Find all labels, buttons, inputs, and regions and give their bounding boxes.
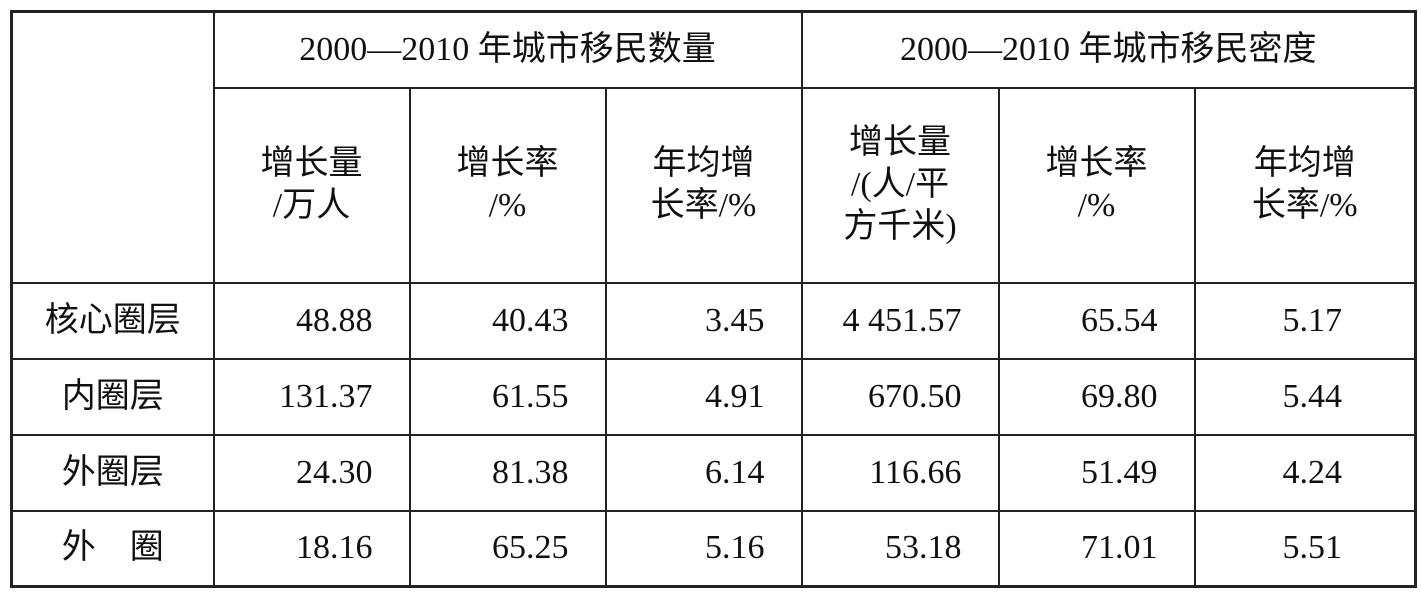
cell-value: 5.44 xyxy=(1193,357,1417,436)
row-label: 外 圈 xyxy=(10,509,215,588)
subheader: 增长量 /(人/平方千米) xyxy=(800,86,1000,284)
subheader-line: /万人 xyxy=(272,187,351,224)
row-label: 内圈层 xyxy=(10,357,215,436)
cell-value: 69.80 xyxy=(997,357,1196,436)
cell-value: 18.16 xyxy=(212,509,411,588)
group-header-row: 2000—2010 年城市移民数量 2000—2010 年城市移民密度 xyxy=(10,10,1417,284)
cell-value: 116.66 xyxy=(800,433,1000,512)
cell-value: 3.45 xyxy=(604,281,803,360)
cell-value: 40.43 xyxy=(408,281,607,360)
subheader: 年均增长率/% xyxy=(1193,86,1417,284)
subheader-line: /% xyxy=(488,187,527,224)
subheader-line: /% xyxy=(1077,187,1116,224)
data-table: 2000—2010 年城市移民数量 2000—2010 年城市移民密度 增长量 /… xyxy=(10,10,1417,588)
cell-value: 71.01 xyxy=(997,509,1196,588)
cell-value: 5.16 xyxy=(604,509,803,588)
cell-value: 131.37 xyxy=(212,357,411,436)
data-row: 外 圈 18.16 65.25 5.16 53.18 71.01 5.51 xyxy=(10,509,1417,588)
cell-value: 81.38 xyxy=(408,433,607,512)
group-header: 2000—2010 年城市移民密度 xyxy=(800,10,1417,89)
subheader-line: 增长量 xyxy=(260,145,363,182)
data-row: 内圈层 131.37 61.55 4.91 670.50 69.80 5.44 xyxy=(10,357,1417,436)
row-label: 外圈层 xyxy=(10,433,215,512)
subheader-line: /(人/平 xyxy=(850,166,950,203)
cell-value: 5.17 xyxy=(1193,281,1417,360)
subheader-line: 增长率 xyxy=(456,145,559,182)
group-header: 2000—2010 年城市移民数量 xyxy=(212,10,803,89)
subheader-line: 年均增 xyxy=(1253,145,1356,182)
corner-cell xyxy=(10,10,215,284)
cell-value: 48.88 xyxy=(212,281,411,360)
cell-value: 4 451.57 xyxy=(800,281,1000,360)
cell-value: 61.55 xyxy=(408,357,607,436)
cell-value: 4.91 xyxy=(604,357,803,436)
subheader: 增长率 /% xyxy=(408,86,607,284)
cell-value: 4.24 xyxy=(1193,433,1417,512)
cell-value: 65.25 xyxy=(408,509,607,588)
subheader: 增长量/万人 xyxy=(212,86,411,284)
subheader-row: 增长量/万人 增长率 /% 年均增长率/% 增长量 /(人/平方千米) 增长率 /% 年均增长率… xyxy=(12,86,1417,284)
cell-value: 53.18 xyxy=(800,509,1000,588)
cell-value: 51.49 xyxy=(997,433,1196,512)
subheader-line: 长率/% xyxy=(650,187,757,224)
subheader: 年均增长率/% xyxy=(604,86,803,284)
subheader-line: 年均增 xyxy=(652,145,755,182)
subheader-line: 方千米) xyxy=(843,208,957,245)
row-label: 核心圈层 xyxy=(10,281,215,360)
cell-value: 670.50 xyxy=(800,357,1000,436)
cell-value: 6.14 xyxy=(604,433,803,512)
data-row: 外圈层 24.30 81.38 6.14 116.66 51.49 4.24 xyxy=(10,433,1417,512)
subheader-line: 增长率 xyxy=(1045,145,1148,182)
cell-value: 65.54 xyxy=(997,281,1196,360)
cell-value: 24.30 xyxy=(212,433,411,512)
subheader-line: 长率/% xyxy=(1251,187,1358,224)
data-row: 核心圈层 48.88 40.43 3.45 4 451.57 65.54 5.17 xyxy=(10,281,1417,360)
subheader-line: 增长量 xyxy=(849,124,951,161)
cell-value: 5.51 xyxy=(1193,509,1417,588)
subheader: 增长率 /% xyxy=(997,86,1196,284)
